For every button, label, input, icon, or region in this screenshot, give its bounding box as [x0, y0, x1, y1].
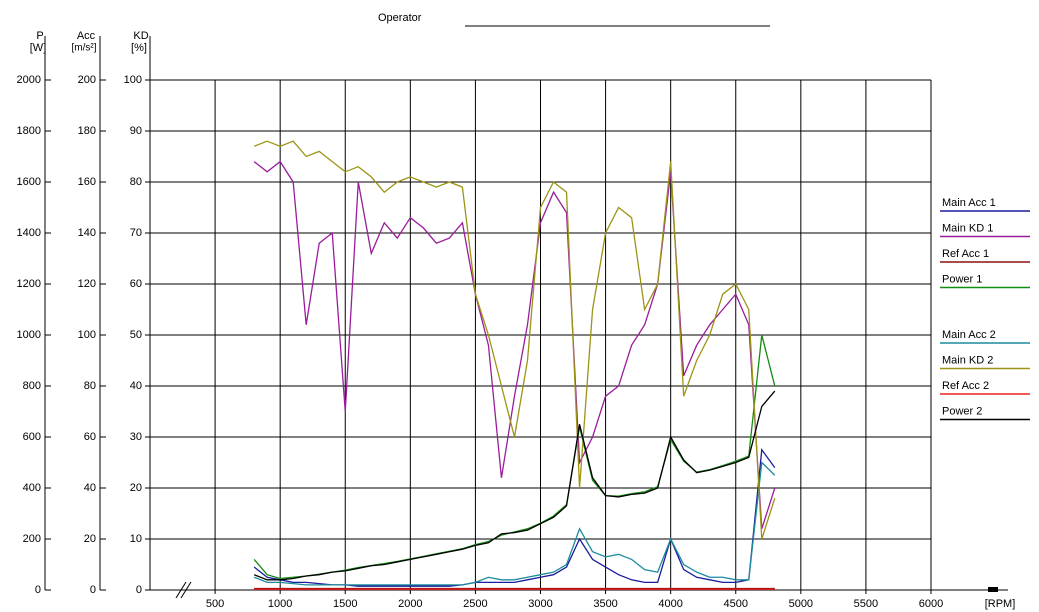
y2-tick-label: 140 [78, 227, 96, 239]
series-line [253, 461, 776, 586]
legend-label: Main Acc 1 [942, 197, 996, 209]
x-tick-label: 5000 [789, 598, 813, 610]
y-tick-label: 50 [130, 329, 142, 341]
series-line [253, 140, 776, 540]
x-tick-label: 6000 [919, 598, 943, 610]
legend-label: Main KD 2 [942, 354, 993, 366]
x-axis-label: [RPM] [985, 598, 1016, 610]
y2-axis-unit: [m/s²] [72, 43, 97, 54]
y2-tick-label: 100 [78, 329, 96, 341]
y3-tick-label: 1600 [17, 176, 41, 188]
legend-label: Power 1 [942, 273, 982, 285]
x-tick-label: 4000 [658, 598, 682, 610]
y-tick-label: 80 [130, 176, 142, 188]
x-tick-label: 1000 [268, 598, 292, 610]
y-tick-label: 20 [130, 482, 142, 494]
series-line [253, 160, 776, 529]
x-tick-label: 2500 [463, 598, 487, 610]
x-tick-label: 2000 [398, 598, 422, 610]
y-tick-label: 90 [130, 125, 142, 137]
x-tick-label: 3500 [593, 598, 617, 610]
legend-label: Main KD 1 [942, 222, 993, 234]
y2-tick-label: 0 [90, 584, 96, 596]
y3-tick-label: 1400 [17, 227, 41, 239]
y-tick-label: 100 [124, 74, 142, 86]
y3-tick-label: 1000 [17, 329, 41, 341]
x-tick-label: 1500 [333, 598, 357, 610]
y2-tick-label: 60 [84, 431, 96, 443]
chart-title: Operator [378, 12, 422, 24]
y3-tick-label: 200 [23, 533, 41, 545]
y3-tick-label: 1800 [17, 125, 41, 137]
y3-tick-label: 1200 [17, 278, 41, 290]
y2-tick-label: 40 [84, 482, 96, 494]
legend-label: Main Acc 2 [942, 329, 996, 341]
y-tick-label: 40 [130, 380, 142, 392]
y3-tick-label: 800 [23, 380, 41, 392]
y3-axis-unit: [W] [30, 42, 47, 54]
legend-label: Power 2 [942, 405, 982, 417]
y3-tick-label: 600 [23, 431, 41, 443]
y-axis-label: KD [133, 30, 148, 42]
y3-tick-label: 400 [23, 482, 41, 494]
series-line [253, 390, 776, 581]
y-tick-label: 30 [130, 431, 142, 443]
legend-label: Ref Acc 1 [942, 248, 989, 260]
y2-tick-label: 160 [78, 176, 96, 188]
y-axis-unit: [%] [131, 42, 147, 54]
legend-label: Ref Acc 2 [942, 380, 989, 392]
y3-tick-label: 2000 [17, 74, 41, 86]
y-tick-label: 70 [130, 227, 142, 239]
y2-tick-label: 80 [84, 380, 96, 392]
x-tick-label: 3000 [528, 598, 552, 610]
series-line [253, 334, 776, 580]
x-tick-label: 4500 [724, 598, 748, 610]
y-tick-label: 10 [130, 533, 142, 545]
x-tick-label: 5500 [854, 598, 878, 610]
y2-tick-label: 180 [78, 125, 96, 137]
y3-axis-label: P [36, 30, 43, 42]
y2-axis-label: Acc [77, 30, 96, 42]
y3-tick-label: 0 [35, 584, 41, 596]
axis-arrow [988, 587, 998, 592]
y2-tick-label: 20 [84, 533, 96, 545]
series-line [253, 447, 776, 587]
y-tick-label: 0 [136, 584, 142, 596]
y2-tick-label: 120 [78, 278, 96, 290]
y2-tick-label: 200 [78, 74, 96, 86]
y-tick-label: 60 [130, 278, 142, 290]
x-tick-label: 500 [206, 598, 224, 610]
